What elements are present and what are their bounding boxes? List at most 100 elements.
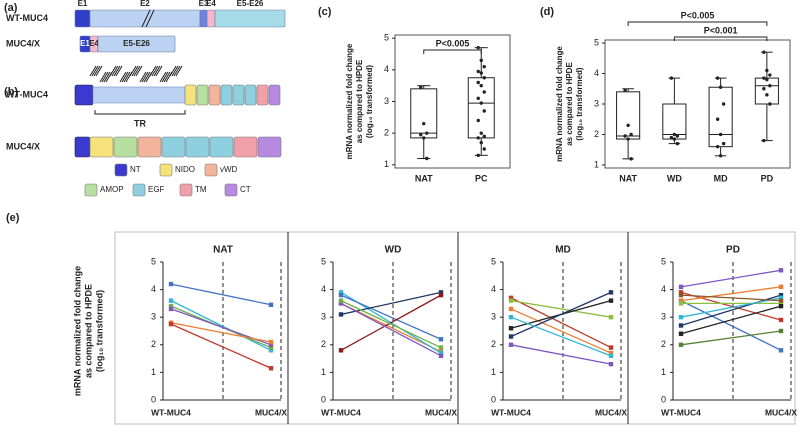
data-point [476,45,480,50]
data-point [678,331,684,336]
legend-label: CT [240,185,251,194]
y-tick-label: 1 [151,367,156,377]
glycan-hatch [119,71,127,83]
y-axis-label: (log₁₀ transformed) [365,65,374,138]
glycan-hatch [171,65,179,77]
data-point [623,134,627,138]
series-line [170,283,272,306]
data-point [718,154,723,158]
data-point [629,157,633,161]
data-point [476,96,480,101]
y-tick-label: 4 [594,68,599,78]
data-point [721,102,726,106]
y-tick-label: 0 [151,394,156,404]
y-tick-label: 1 [491,367,496,377]
data-point [438,292,444,298]
data-point [508,342,514,347]
series-line [170,322,272,343]
data-point [338,348,344,353]
series-line [680,291,782,321]
repeat-region [92,86,186,104]
data-point [438,353,444,359]
data-point [762,50,766,54]
glycan-hatch [91,65,99,77]
legend-swatch [132,183,146,197]
data-point [608,361,614,367]
x-tick-label: WD [667,173,682,183]
series-line [680,286,782,302]
data-point [508,334,514,339]
data-point [508,306,514,312]
chart-title: WD [385,245,402,256]
glycan-hatch [159,71,167,83]
data-point [425,131,429,135]
y-tick-label: 2 [491,339,496,349]
y-tick-label: 2 [384,128,389,138]
series-line [340,302,442,357]
panel-label: (b) [4,86,18,98]
glycan-hatch [131,65,139,77]
y-tick-label: 0 [491,394,496,404]
data-point [338,292,344,298]
glycan-hatch [123,71,131,83]
series-line [170,300,272,351]
box [467,77,495,139]
y-tick-label: 1 [661,367,666,377]
domain [209,136,234,158]
series-line [680,300,782,351]
series-line [340,300,442,349]
data-point [268,345,274,350]
data-point [482,64,486,69]
series-line [680,297,782,318]
data-point [718,132,723,137]
data-point [479,58,483,63]
data-point [479,83,483,88]
chart-title: NAT [213,245,233,256]
glycan-hatch [175,65,183,77]
y-tick-label: 0 [321,394,326,404]
series-line [510,299,612,318]
y-tick-label: 5 [491,256,496,266]
x-tick-label: PC [475,173,488,183]
glycan-hatch [109,65,117,77]
y-tick-label: 3 [151,312,156,322]
y-tick-label: 4 [151,284,156,294]
exon-label: E1 [80,39,90,48]
y-tick-label: 5 [384,33,389,43]
domain [220,84,233,106]
data-point [678,284,684,290]
domain [256,84,269,106]
data-point [762,87,766,91]
glycan-hatch [133,65,141,77]
exon [206,9,216,28]
y-tick-label: 2 [594,129,599,139]
y-tick-label: 5 [661,256,666,266]
data-point [438,350,444,356]
row-label: WT-MUC4 [6,89,48,99]
series-line [680,294,782,302]
data-point [669,135,674,140]
y-tick-label: 3 [321,312,326,322]
data-point [678,315,684,320]
y-tick-label: 3 [491,312,496,322]
data-point [419,85,423,89]
data-point [168,298,174,303]
data-point [778,328,784,334]
y-axis-label: mRNA normalized fold change [72,266,82,396]
data-point [623,88,627,92]
y-axis-label: (log₁₀ transformed) [575,67,584,140]
domain [233,136,258,158]
data-point [268,339,274,345]
y-tick-label: 2 [321,339,326,349]
data-point [608,298,614,303]
data-point [338,290,344,295]
significance-bracket [627,21,768,26]
y-axis-label: mRNA normalized fold change [345,43,354,159]
data-point [768,73,772,77]
data-point [479,71,483,75]
panel-e-frame [114,231,796,425]
data-point [338,301,344,306]
data-point [482,109,486,113]
exon [74,9,91,28]
y-tick-label: 5 [594,37,599,47]
